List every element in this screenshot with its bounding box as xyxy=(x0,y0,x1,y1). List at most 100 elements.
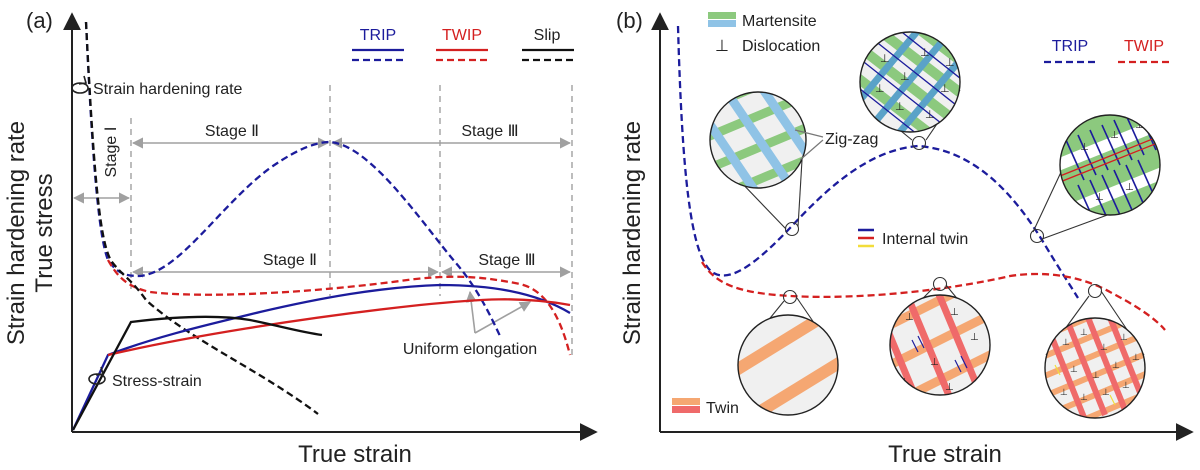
legend-twip-label: TWIP xyxy=(442,27,482,44)
stress-strain-glyph xyxy=(88,366,106,385)
panel-a-legend: TRIP TWIP Slip xyxy=(352,27,574,62)
svg-text:⊥: ⊥ xyxy=(940,83,950,95)
stage3-mid-label: Stage Ⅲ xyxy=(478,252,535,269)
panel-a-curves xyxy=(71,21,572,431)
svg-text:⊥: ⊥ xyxy=(1110,130,1119,141)
uniform-elongation-arrow xyxy=(474,301,531,334)
strain-hardening-rate-label: Strain hardening rate xyxy=(93,81,243,98)
svg-text:⊥: ⊥ xyxy=(1120,332,1128,342)
svg-text:⊥: ⊥ xyxy=(930,357,939,368)
panel-b-legend: TRIP TWIP xyxy=(1044,38,1170,64)
dislocation-key-label: Dislocation xyxy=(742,38,820,55)
slip-stress-strain-curve xyxy=(71,315,323,431)
internal-twin-label: Internal twin xyxy=(882,231,968,248)
legend-b-trip-label: TRIP xyxy=(1052,38,1088,55)
panel-a-x-label: True strain xyxy=(298,441,412,468)
zigzag-pointer xyxy=(799,139,824,161)
legend-trip-label: TRIP xyxy=(360,27,396,44)
zoom-twin-2: ⊥ ⊥⊥⊥⊥⊥ xyxy=(889,294,991,396)
twip-stress-strain-curve xyxy=(107,298,571,357)
legend-slip-label: Slip xyxy=(534,27,561,44)
zoom-martensite-2: ⊥ ⊥ ⊥ ⊥ ⊥ ⊥ ⊥ ⊥ xyxy=(859,31,961,133)
stage2-mid-label: Stage Ⅱ xyxy=(263,252,317,269)
stage1-label: Stage Ⅰ xyxy=(103,127,120,178)
panel-b-curves xyxy=(676,25,1166,331)
zoom-twin-1 xyxy=(737,314,839,416)
svg-text:⊥: ⊥ xyxy=(1080,392,1088,402)
panel-a-label: (a) xyxy=(26,8,53,33)
zoom-point xyxy=(782,289,798,305)
twip-hardening-curve xyxy=(106,259,572,356)
svg-text:⊥: ⊥ xyxy=(1102,387,1110,397)
martensite-swatch-blue xyxy=(708,20,736,27)
svg-text:⊥: ⊥ xyxy=(895,101,905,113)
twip-hardening-curve-b xyxy=(701,261,1166,331)
zoom-point xyxy=(932,276,948,292)
zoom-martensite-internal-twin: ⊥ ⊥ ⊥ ⊥ ⊥ xyxy=(1059,114,1161,216)
svg-text:⊥: ⊥ xyxy=(945,57,955,69)
svg-text:⊥: ⊥ xyxy=(1112,360,1120,370)
dislocation-symbol-icon: ⊥ xyxy=(715,38,729,55)
trip-stress-strain-curve xyxy=(71,283,571,431)
zoom-point xyxy=(1087,283,1103,299)
zoom-point xyxy=(784,221,800,237)
svg-text:⊥: ⊥ xyxy=(1095,192,1104,203)
curl-arrow-icon xyxy=(95,366,105,376)
panel-b: (b) True strain Strain hardening rate xyxy=(616,8,1194,468)
zoom-twin-3: ⊥⊥⊥⊥⊥⊥⊥⊥⊥ ⊥⊥⊥ xyxy=(1044,317,1146,419)
panel-a-y-label-top: Strain hardening rate xyxy=(3,121,30,345)
trip-hardening-curve-b xyxy=(676,25,1079,299)
svg-text:⊥: ⊥ xyxy=(1070,364,1078,374)
svg-text:⊥: ⊥ xyxy=(920,47,930,59)
svg-text:⊥: ⊥ xyxy=(1080,327,1088,337)
panel-b-y-label: Strain hardening rate xyxy=(619,121,646,345)
uniform-elongation-label: Uniform elongation xyxy=(403,341,537,358)
svg-text:⊥: ⊥ xyxy=(875,83,885,95)
martensite-key-label: Martensite xyxy=(742,13,817,30)
svg-text:⊥: ⊥ xyxy=(880,53,890,65)
zoom-martensite-1 xyxy=(709,91,807,189)
panel-b-label: (b) xyxy=(616,8,643,33)
svg-text:⊥: ⊥ xyxy=(1100,342,1108,352)
svg-text:⊥: ⊥ xyxy=(1092,370,1100,380)
curl-arrow-icon xyxy=(78,75,88,85)
slip-hardening-curve xyxy=(84,21,319,415)
zoom-point xyxy=(1029,228,1045,244)
svg-text:⊥: ⊥ xyxy=(945,382,954,393)
panel-b-x-label: True strain xyxy=(888,441,1002,468)
svg-text:⊥: ⊥ xyxy=(970,332,979,343)
zoom-point xyxy=(911,135,927,151)
trip-hardening-curve xyxy=(84,21,502,337)
svg-text:⊥: ⊥ xyxy=(925,109,935,121)
svg-text:⊥: ⊥ xyxy=(1132,352,1140,362)
dislocation-marks: ⊥⊥⊥⊥⊥⊥⊥⊥⊥ ⊥⊥⊥ xyxy=(1060,327,1140,402)
svg-text:⊥: ⊥ xyxy=(1080,142,1089,153)
dislocation-marks: ⊥ ⊥ ⊥ ⊥ ⊥ ⊥ ⊥ ⊥ xyxy=(875,47,955,121)
twin-swatch-red xyxy=(672,406,700,413)
hardening-rate-glyph xyxy=(71,75,89,94)
zigzag-label: Zig-zag xyxy=(825,131,878,148)
zigzag-pointer xyxy=(794,129,824,138)
uniform-elongation-arrow xyxy=(465,290,477,334)
stage2-top-label: Stage Ⅱ xyxy=(205,123,259,140)
legend-b-twip-label: TWIP xyxy=(1124,38,1164,55)
svg-text:⊥: ⊥ xyxy=(1060,387,1068,397)
stage3-top-label: Stage Ⅲ xyxy=(461,123,518,140)
twin-key-label: Twin xyxy=(706,400,739,417)
martensite-swatch-green xyxy=(708,12,736,19)
stage-guides xyxy=(130,85,573,358)
svg-text:⊥: ⊥ xyxy=(905,312,914,323)
twin-swatch-orange xyxy=(672,398,700,405)
svg-text:⊥: ⊥ xyxy=(1122,380,1130,390)
stage-arrows xyxy=(72,137,572,334)
svg-text:⊥: ⊥ xyxy=(900,71,910,83)
svg-text:⊥: ⊥ xyxy=(1125,182,1134,193)
svg-text:⊥: ⊥ xyxy=(1135,120,1144,131)
panel-a-y-label-bottom: True stress xyxy=(31,173,58,292)
panel-b-key: Martensite ⊥ Dislocation Twin Internal t… xyxy=(672,12,968,417)
stress-strain-label: Stress-strain xyxy=(112,373,202,390)
dislocation-marks: ⊥ ⊥ ⊥ ⊥ ⊥ xyxy=(1080,120,1144,203)
svg-text:⊥: ⊥ xyxy=(1062,337,1070,347)
panel-a: (a) True strain Strain hardening rate Tr… xyxy=(3,8,598,468)
